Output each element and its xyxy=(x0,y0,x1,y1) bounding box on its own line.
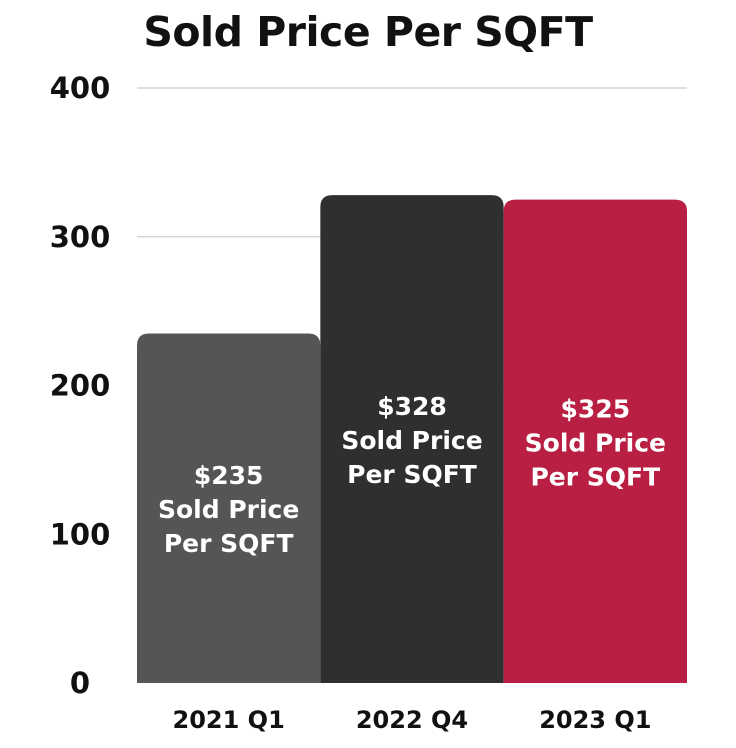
chart-title: Sold Price Per SQFT xyxy=(143,8,593,56)
x-tick-label: 2022 Q4 xyxy=(356,706,468,734)
bar xyxy=(320,195,504,683)
data-label: $235 xyxy=(194,461,264,490)
data-label: Sold Price xyxy=(525,428,666,457)
y-tick-label: 0 xyxy=(70,666,90,700)
data-label: Per SQFT xyxy=(164,529,294,558)
data-label: Sold Price xyxy=(341,426,482,455)
y-tick-label: 100 xyxy=(50,517,111,551)
data-label: $328 xyxy=(377,392,447,421)
y-tick-label: 200 xyxy=(50,369,111,403)
x-tick-label: 2021 Q1 xyxy=(173,706,285,734)
data-label: Sold Price xyxy=(158,495,299,524)
x-tick-label: 2023 Q1 xyxy=(539,706,651,734)
data-label: Per SQFT xyxy=(530,462,660,491)
data-label: Per SQFT xyxy=(347,460,477,489)
bar xyxy=(137,333,321,683)
y-tick-label: 400 xyxy=(50,71,111,105)
bar xyxy=(503,199,687,683)
data-label: $325 xyxy=(561,394,631,423)
y-tick-label: 300 xyxy=(50,220,111,254)
